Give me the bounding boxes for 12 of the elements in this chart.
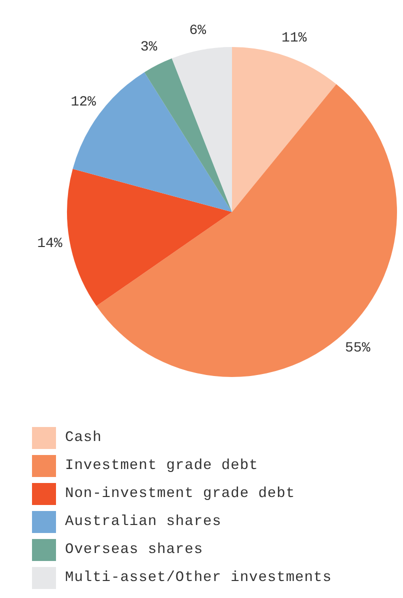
- legend-label: Non-investment grade debt: [65, 486, 296, 502]
- legend-label: Cash: [65, 430, 102, 446]
- legend-label: Australian shares: [65, 514, 222, 530]
- data-label: 14%: [37, 236, 63, 252]
- data-label: 11%: [281, 30, 308, 46]
- data-label: 6%: [189, 22, 207, 39]
- legend-label: Overseas shares: [65, 542, 204, 558]
- data-label: 55%: [345, 340, 371, 357]
- legend-label: Investment grade debt: [65, 458, 258, 474]
- data-label: 12%: [70, 94, 97, 111]
- legend-label: Multi-asset/Other investments: [65, 570, 332, 586]
- data-label: 3%: [140, 39, 158, 56]
